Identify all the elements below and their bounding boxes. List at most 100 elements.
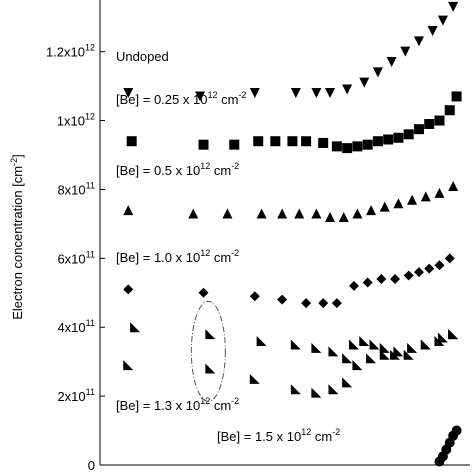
- data-point: [413, 124, 424, 135]
- y-tick-exp: 12: [85, 112, 95, 122]
- data-point: [407, 194, 418, 205]
- data-point: [437, 332, 448, 343]
- data-point: [318, 298, 329, 309]
- data-point: [424, 263, 435, 274]
- data-point: [205, 363, 216, 374]
- data-point: [195, 91, 206, 102]
- data-point: [383, 134, 394, 145]
- data-point: [331, 141, 342, 152]
- data-point: [348, 339, 359, 350]
- data-point: [123, 360, 134, 371]
- data-point: [403, 129, 414, 140]
- data-point: [403, 349, 414, 360]
- data-point: [348, 280, 359, 291]
- data-point: [420, 339, 431, 350]
- data-point: [444, 105, 455, 116]
- y-tick-exp: 11: [86, 249, 95, 259]
- y-tick-label: 4x1011: [57, 318, 95, 335]
- data-point: [448, 329, 459, 340]
- data-point: [325, 212, 336, 222]
- y-tick-label: 2x1011: [57, 387, 95, 404]
- y-axis-title-base: Electron concentration [cm: [10, 166, 25, 320]
- data-point: [448, 1, 459, 12]
- data-point: [328, 384, 339, 395]
- highlight-ellipse: [190, 300, 226, 402]
- y-tick-base: 4x10: [57, 320, 85, 335]
- data-point: [400, 46, 411, 57]
- data-point: [424, 119, 435, 129]
- data-point: [277, 294, 288, 305]
- axes: [99, 0, 470, 466]
- data-point: [393, 198, 404, 209]
- data-point: [229, 139, 240, 150]
- data-point: [205, 329, 216, 340]
- data-point: [444, 253, 455, 264]
- data-point: [434, 115, 445, 126]
- data-point: [403, 270, 414, 281]
- data-point: [359, 77, 370, 88]
- data-point: [338, 212, 349, 222]
- data-point: [434, 336, 445, 346]
- y-tick-exp: 11: [86, 387, 95, 397]
- series-label: [Be] = 0.5 x 1012 cm-2: [116, 161, 239, 178]
- data-point: [420, 191, 431, 202]
- data-point: [379, 201, 390, 212]
- data-point: [376, 274, 387, 284]
- y-tick-exp: 11: [86, 318, 95, 328]
- data-point: [253, 136, 264, 147]
- y-tick-label: 1x1012: [57, 112, 95, 129]
- data-point: [188, 208, 199, 219]
- data-point: [249, 373, 260, 384]
- data-point: [290, 88, 301, 98]
- data-point: [352, 208, 363, 219]
- data-point: [311, 208, 322, 219]
- data-point: [451, 91, 462, 102]
- series-label: [Be] = 0.25 x 1012 cm-2: [116, 90, 246, 107]
- data-point: [393, 132, 404, 143]
- data-point: [352, 141, 363, 152]
- series-label: [Be] = 1.5 x 1012 cm-2: [217, 427, 340, 444]
- data-point: [287, 136, 298, 147]
- data-point: [325, 88, 336, 98]
- y-tick-base: 1.2x10: [46, 45, 85, 60]
- data-point: [372, 136, 383, 147]
- y-axis-title-close: ]: [10, 154, 25, 158]
- data-point: [270, 136, 281, 147]
- data-point: [198, 139, 209, 150]
- data-point: [393, 346, 404, 357]
- data-point: [249, 291, 260, 302]
- data-point: [256, 208, 267, 219]
- y-axis-title-exp: -2: [9, 158, 19, 166]
- series-label: Undoped: [116, 49, 169, 64]
- data-point: [123, 205, 134, 216]
- data-point: [369, 339, 380, 350]
- data-point: [413, 36, 424, 47]
- y-tick-exp: 12: [85, 43, 95, 53]
- data-point: [123, 284, 134, 295]
- data-point: [249, 88, 260, 98]
- series-label: [Be] = 1.3 x 1012 cm-2: [116, 396, 239, 413]
- data-point: [342, 377, 353, 388]
- data-point: [437, 15, 448, 26]
- y-tick-base: 6x10: [57, 251, 85, 266]
- data-point: [379, 342, 390, 353]
- data-point: [448, 181, 459, 191]
- data-point: [311, 387, 322, 398]
- data-point: [126, 136, 137, 147]
- data-point: [342, 353, 353, 364]
- y-tick-base: 0: [88, 458, 95, 473]
- data-point: [451, 425, 462, 436]
- data-point: [130, 322, 141, 333]
- data-point: [434, 260, 445, 271]
- y-tick-base: 2x10: [57, 389, 85, 404]
- series-labels: Undoped [Be] = 0.25 x 1012 cm-2 [Be] = 0.5…: [116, 49, 340, 444]
- y-tick-label: 1.2x1012: [46, 43, 95, 60]
- data-point: [352, 360, 363, 371]
- data-point: [198, 287, 209, 298]
- data-point: [328, 346, 339, 357]
- markers: [123, 1, 462, 467]
- y-tick-base: 8x10: [57, 182, 85, 197]
- data-point: [342, 84, 353, 95]
